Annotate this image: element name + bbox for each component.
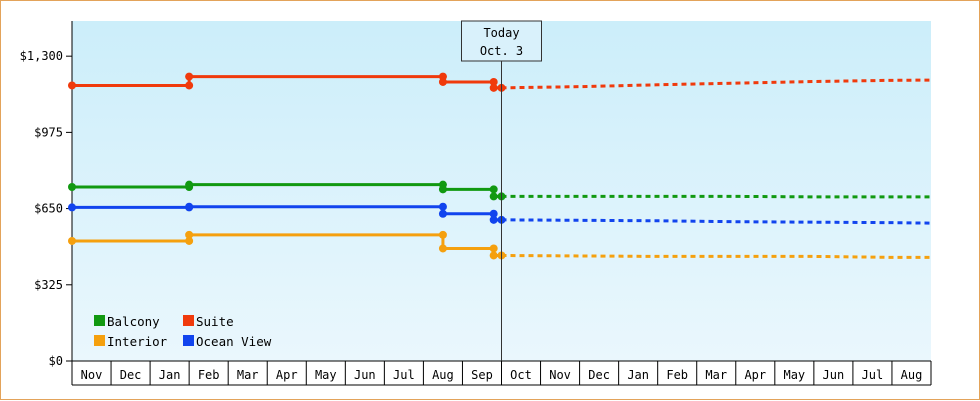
y-tick-label: $0 [49,354,63,368]
data-point-interior [439,244,447,252]
x-tick-label: Feb [666,368,688,382]
x-tick-label: Jun [823,368,845,382]
data-point-suite [490,84,498,92]
x-tick-label: Oct [510,368,532,382]
x-tick-label: Feb [198,368,220,382]
x-tick-label: Jan [627,368,649,382]
x-tick-label: Sep [471,368,493,382]
x-tick-label: Aug [901,368,923,382]
data-point-interior [490,251,498,259]
x-tick-label: Dec [120,368,142,382]
x-tick-label: Nov [81,368,103,382]
x-axis: Nov Dec Jan Feb Mar Apr May Jun Jul Aug Sep Oct Nov D… [72,361,931,385]
legend-swatch-balcony [94,315,105,326]
data-point-balcony [68,183,76,191]
data-point-interior [185,231,193,239]
y-tick-label: $1,300 [20,49,63,63]
x-tick-label: Mar [237,368,259,382]
y-tick-label: $325 [34,278,63,292]
data-point-interior [439,231,447,239]
x-tick-label: Dec [588,368,610,382]
y-axis: $0 $325 $650 $975 $1,300 [20,21,72,368]
data-point-ocean-view [490,216,498,224]
data-point-suite [185,81,193,89]
y-tick-label: $650 [34,202,63,216]
legend-swatch-interior [94,335,105,346]
data-point-ocean-view [68,203,76,211]
data-point-interior [490,244,498,252]
data-point-suite [185,73,193,81]
x-tick-label: Mar [705,368,727,382]
x-tick-label: Jul [862,368,884,382]
data-point-suite [68,81,76,89]
data-point-ocean-view [439,210,447,218]
x-tick-label: Jun [354,368,376,382]
x-tick-label: Aug [432,368,454,382]
x-tick-label: Nov [549,368,571,382]
data-point-balcony [490,185,498,193]
data-point-suite [439,78,447,86]
legend-label-balcony: Balcony [107,314,160,329]
today-label: Today [483,26,519,40]
legend-label-interior: Interior [107,334,168,349]
data-point-balcony [439,185,447,193]
x-tick-label: Apr [744,368,766,382]
x-tick-label: Jan [159,368,181,382]
data-point-balcony [185,181,193,189]
data-point-ocean-view [185,203,193,211]
data-point-interior [68,237,76,245]
legend-label-suite: Suite [196,314,234,329]
x-tick-label: Jul [393,368,415,382]
today-date-label: Oct. 3 [480,44,523,58]
y-tick-label: $975 [34,125,63,139]
x-tick-label: May [783,368,805,382]
x-tick-label: May [315,368,337,382]
legend-swatch-suite [183,315,194,326]
data-point-ocean-view [439,203,447,211]
legend-label-ocean-view: Ocean View [196,334,272,349]
x-tick-label: Apr [276,368,298,382]
data-point-balcony [490,192,498,200]
legend-swatch-ocean-view [183,335,194,346]
